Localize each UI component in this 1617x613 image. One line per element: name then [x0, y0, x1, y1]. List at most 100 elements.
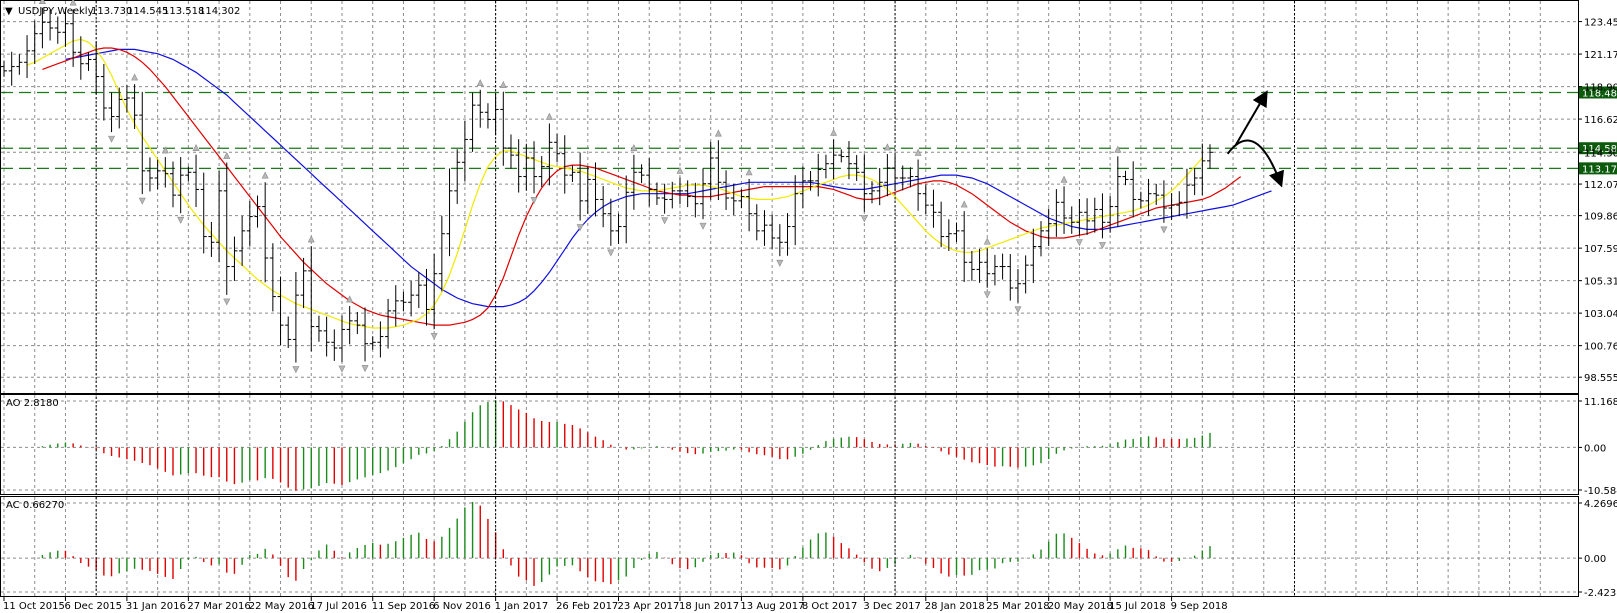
ao-grid [1, 395, 1578, 494]
ohlc-value: 114.302 [199, 6, 240, 17]
fractal-up-marker [38, 0, 46, 4]
title-block: ▼ USDJPY,Weekly 113.730114.545113.518114… [5, 6, 240, 17]
fractal-down-marker [699, 222, 707, 230]
fractal-up-marker [883, 143, 891, 151]
arrow-down [1226, 139, 1284, 188]
fractal-down-marker [1075, 239, 1083, 247]
fractal-down-marker [776, 259, 784, 267]
y-tick-label: 123.450 [1584, 18, 1617, 29]
x-tick-label: 6 Nov 2016 [433, 601, 491, 612]
x-tick-label: 15 Jul 2018 [1109, 601, 1166, 612]
fractal-markers [38, 0, 1168, 374]
x-tick-label: 1 Jan 2017 [495, 601, 549, 612]
x-tick-label: 22 May 2016 [249, 601, 314, 612]
fractal-down-marker [223, 298, 231, 306]
y-tick-label: 103.040 [1584, 309, 1617, 320]
fractal-down-marker [1014, 306, 1022, 314]
y-tick-label: -10.5846 [1584, 486, 1617, 497]
fractal-down-marker [361, 365, 369, 373]
level-label: 113.175 [1579, 162, 1617, 175]
ao-axis: 11.1683 0.00 -10.5846 [1578, 397, 1617, 497]
chart-title: USDJPY,Weekly [18, 6, 94, 17]
fractal-up-marker [983, 237, 991, 245]
ao-pane-frame [0, 394, 1579, 495]
ohlc-value: 113.518 [163, 6, 204, 17]
fractal-down-marker [430, 332, 438, 340]
projection-arrows [1226, 90, 1284, 188]
y-tick-label: 105.315 [1584, 277, 1617, 288]
fractal-down-marker [108, 135, 116, 143]
x-tick-label: 3 Dec 2017 [863, 601, 921, 612]
x-tick-label: 11 Sep 2016 [372, 601, 435, 612]
ohlc-bars [1, 7, 1213, 363]
x-tick-label: 28 Jan 2018 [925, 601, 985, 612]
ao-title: AO 2.8180 [6, 398, 59, 409]
price-axis: 123.450 121.175 118.900 116.625 114.302 112.0… [1578, 18, 1617, 384]
arrow-up [1234, 90, 1268, 146]
x-tick-label: 13 Aug 2017 [740, 601, 804, 612]
y-tick-label: 121.175 [1584, 50, 1617, 61]
fractal-up-marker [745, 168, 753, 176]
ao-histogram [41, 400, 1211, 491]
fractal-up-marker [914, 148, 922, 156]
fractal-down-marker [661, 217, 669, 225]
level-label-text: 118.487 [1582, 88, 1617, 99]
dropdown-triangle-icon[interactable]: ▼ [5, 6, 13, 17]
fractal-up-marker [676, 166, 684, 174]
x-tick-label: 11 Oct 2015 [3, 601, 65, 612]
y-tick-label: 4.26964 [1584, 499, 1617, 510]
level-label-text: 114.584 [1582, 144, 1617, 155]
ma-line-red [42, 47, 1242, 326]
fractal-down-marker [1160, 226, 1168, 234]
level-label: 118.487 [1579, 86, 1617, 99]
y-tick-label: 116.625 [1584, 115, 1617, 126]
ohlc-value: 114.545 [127, 6, 168, 17]
fractal-up-marker [223, 151, 231, 159]
fractal-down-marker [177, 216, 185, 224]
ohlc-value: 113.730 [91, 6, 132, 17]
y-tick-label: -2.42384 [1584, 588, 1617, 599]
ma-line-blue [65, 48, 1272, 308]
price-grid [1, 1, 1578, 393]
x-tick-label: 25 Mar 2018 [986, 601, 1049, 612]
y-tick-label: 100.765 [1584, 342, 1617, 353]
horizontal-levels[interactable]: 118.487 114.584 113.175 [1, 86, 1617, 175]
fractal-down-marker [338, 365, 346, 373]
ac-pane-frame [0, 496, 1579, 597]
y-tick-label: 0.00 [1584, 443, 1606, 454]
x-tick-label: 18 Jun 2017 [679, 601, 739, 612]
fractal-up-marker [161, 146, 169, 154]
y-tick-label: 109.865 [1584, 212, 1617, 223]
level-label-bg [1579, 142, 1617, 155]
level-label-text: 113.175 [1582, 164, 1617, 175]
fractal-up-marker [545, 112, 553, 120]
fractal-down-marker [1098, 242, 1106, 250]
y-tick-label: 107.590 [1584, 244, 1617, 255]
level-label: 114.584 [1579, 142, 1617, 155]
x-tick-label: 23 Apr 2017 [618, 601, 680, 612]
price-pane: 118.487 114.584 113.175 123.450 121.175 118.… [0, 0, 1617, 394]
ma-line-yellow [26, 38, 1203, 329]
x-tick-label: 20 May 2018 [1048, 601, 1113, 612]
y-tick-label: 11.1683 [1584, 397, 1617, 408]
y-tick-label: 112.075 [1584, 180, 1617, 191]
y-tick-label: 118.900 [1584, 83, 1617, 94]
ac-histogram [41, 502, 1211, 586]
x-tick-label: 27 Mar 2016 [187, 601, 250, 612]
ac-pane: 4.26964 0.00 -2.42384 AC 0.66270 [0, 496, 1617, 599]
y-tick-label: 0.00 [1584, 554, 1606, 565]
fractal-down-marker [530, 197, 538, 204]
fractal-up-marker [261, 171, 269, 179]
price-pane-frame [0, 0, 1579, 394]
ac-grid [1, 497, 1578, 596]
fractal-down-marker [292, 366, 300, 374]
x-tick-label: 8 Oct 2017 [802, 601, 857, 612]
fractal-up-marker [714, 129, 722, 137]
fractal-down-marker [860, 215, 868, 223]
x-tick-label: 6 Dec 2015 [64, 601, 122, 612]
fractal-up-marker [1060, 175, 1068, 183]
fractal-up-marker [131, 73, 139, 81]
fractal-up-marker [960, 200, 968, 208]
